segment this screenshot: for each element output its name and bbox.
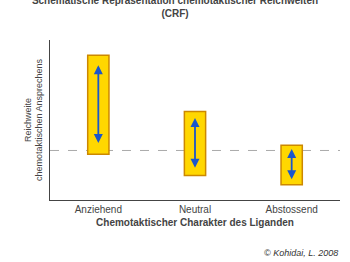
svg-text:© Kohidai, L. 2008: © Kohidai, L. 2008 — [264, 248, 338, 258]
svg-text:Reichweitechemotaktischen Ansp: Reichweitechemotaktischen Ansprechens — [23, 58, 45, 181]
svg-text:Chemotaktischer Charakter des: Chemotaktischer Charakter des Liganden — [96, 217, 294, 228]
svg-text:Schematische Repräsentation ch: Schematische Repräsentation chemotaktisc… — [32, 0, 318, 19]
svg-text:Abstossend: Abstossend — [266, 204, 318, 215]
svg-text:Neutral: Neutral — [179, 204, 211, 215]
svg-text:Anziehend: Anziehend — [75, 204, 122, 215]
